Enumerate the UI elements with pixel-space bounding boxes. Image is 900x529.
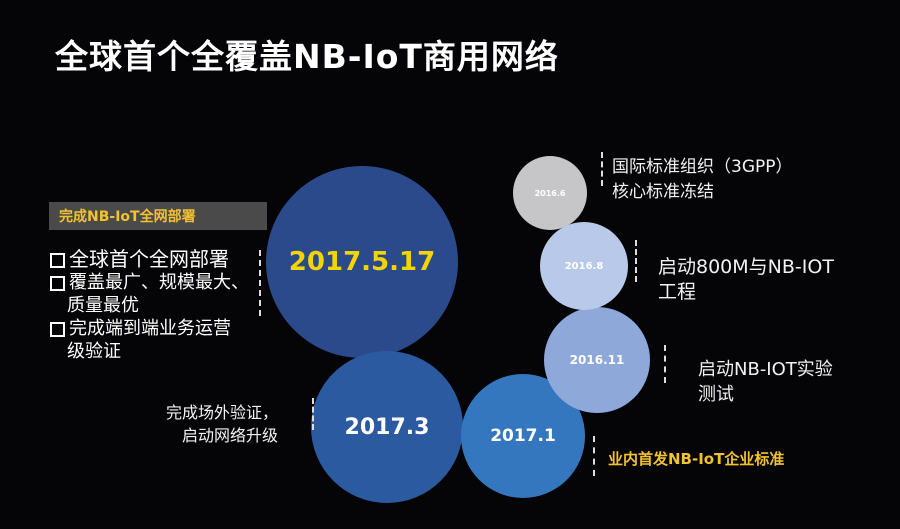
milestone-circle-2016-8: 2016.8 bbox=[540, 222, 628, 310]
checkbox-square-icon bbox=[50, 322, 65, 337]
milestone-text-2016-6: 国际标准组织（3GPP） 核心标准冻结 bbox=[612, 155, 793, 205]
divider bbox=[593, 436, 595, 476]
list-item: 完成端到端业务运营 bbox=[50, 317, 249, 340]
text-line: 启动网络升级 bbox=[182, 426, 279, 445]
milestone-date: 2016.8 bbox=[564, 260, 604, 272]
deployment-banner: 完成NB-IoT全网部署 bbox=[49, 202, 267, 230]
milestone-text-2017-1: 业内首发NB-IoT企业标准 bbox=[608, 447, 784, 472]
milestone-text-2017-3: 完成场外验证， 启动网络升级 bbox=[166, 401, 278, 447]
divider bbox=[312, 398, 314, 430]
list-item-text: 质量最优 bbox=[67, 295, 139, 316]
deployment-heading: 完成NB-IoT全网部署 bbox=[59, 209, 196, 225]
deployment-list: 全球首个全网部署 覆盖最广、规模最大、 质量最优 完成端到端业务运营 级验证 bbox=[50, 248, 249, 363]
text-line: 启动800M与NB-IOT bbox=[658, 256, 834, 278]
milestone-date: 2017.1 bbox=[490, 426, 556, 446]
divider bbox=[601, 152, 603, 186]
text-line: 工程 bbox=[658, 281, 697, 303]
text-line: 完成场外验证， bbox=[166, 403, 279, 422]
checkbox-square-icon bbox=[50, 253, 65, 268]
list-item-text: 级验证 bbox=[67, 341, 121, 362]
text-line: 测试 bbox=[698, 384, 734, 405]
milestone-date: 2017.3 bbox=[344, 414, 430, 440]
milestone-text-2016-8: 启动800M与NB-IOT 工程 bbox=[658, 255, 834, 305]
list-item-text: 全球首个全网部署 bbox=[69, 247, 229, 271]
milestone-circle-2016-6: 2016.6 bbox=[513, 156, 587, 230]
text-line: 业内首发NB-IoT企业标准 bbox=[608, 450, 785, 468]
milestone-circle-2017-5-17: 2017.5.17 bbox=[266, 166, 458, 358]
milestone-text-2016-11: 启动NB-IOT实验 测试 bbox=[698, 357, 833, 407]
milestone-date: 2017.5.17 bbox=[288, 247, 436, 277]
divider bbox=[259, 250, 261, 316]
list-item: 全球首个全网部署 bbox=[50, 248, 249, 271]
divider bbox=[664, 345, 666, 383]
divider bbox=[635, 240, 637, 282]
list-item-text: 覆盖最广、规模最大、 bbox=[69, 272, 249, 293]
text-line: 核心标准冻结 bbox=[612, 182, 714, 202]
list-item: 覆盖最广、规模最大、 bbox=[50, 271, 249, 294]
checkbox-square-icon bbox=[50, 276, 65, 291]
milestone-date: 2016.6 bbox=[534, 188, 566, 198]
milestone-circle-2016-11: 2016.11 bbox=[544, 307, 650, 413]
text-line: 国际标准组织（3GPP） bbox=[612, 157, 793, 177]
list-item-text: 完成端到端业务运营 bbox=[69, 318, 231, 339]
page-title: 全球首个全覆盖NB-IoT商用网络 bbox=[55, 37, 559, 76]
milestone-circle-2017-3: 2017.3 bbox=[311, 351, 463, 503]
milestone-date: 2016.11 bbox=[569, 353, 625, 367]
text-line: 启动NB-IOT实验 bbox=[698, 359, 833, 380]
